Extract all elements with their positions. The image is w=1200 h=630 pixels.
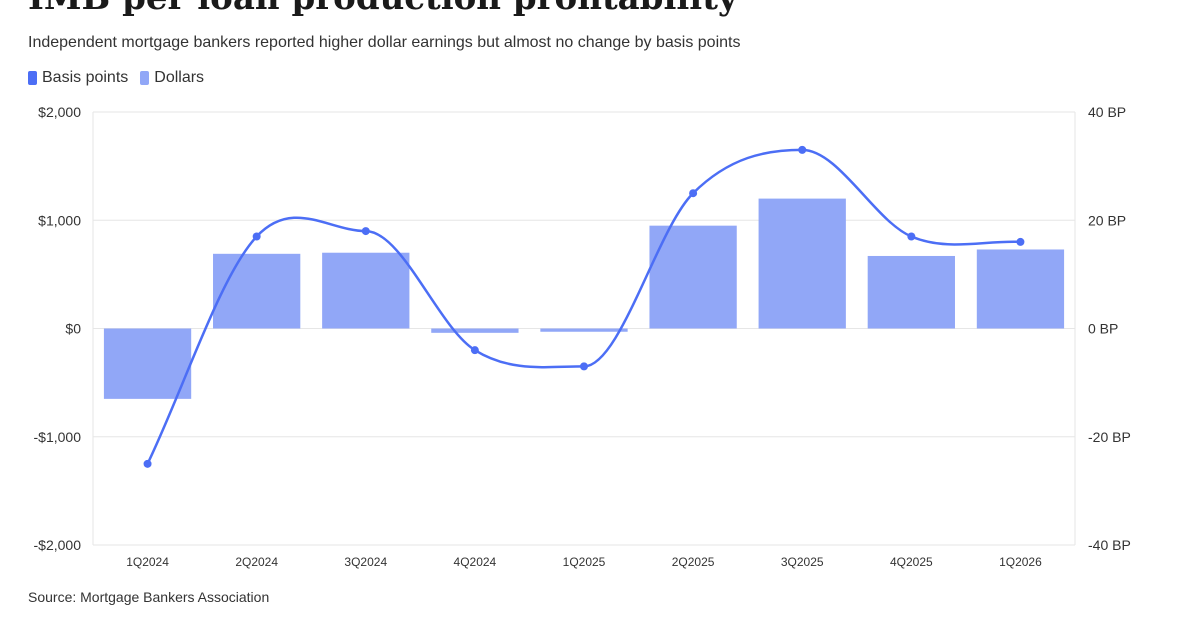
legend-label-dollars: Dollars xyxy=(154,69,205,86)
chart-title: IMB per loan production profitability xyxy=(28,0,738,18)
bar-1q2024 xyxy=(103,328,192,399)
basis-points-point-2q2025 xyxy=(689,189,698,198)
legend-item-basis-points: Basis points xyxy=(28,69,128,87)
x-tick-label: 4Q2024 xyxy=(454,555,497,569)
legend-swatch-dollars xyxy=(140,71,150,85)
left-tick-label: -$1,000 xyxy=(34,429,82,445)
x-tick-label: 1Q2026 xyxy=(999,555,1042,569)
bar-3q2024 xyxy=(322,252,410,329)
x-tick-label: 1Q2025 xyxy=(563,555,606,569)
bar-4q2024 xyxy=(431,328,519,333)
left-tick-label: $0 xyxy=(65,321,81,337)
right-tick-label: -20 BP xyxy=(1088,429,1131,445)
legend: Basis points Dollars xyxy=(28,69,204,87)
basis-points-point-1q2024 xyxy=(143,459,152,468)
legend-item-dollars: Dollars xyxy=(140,69,204,87)
x-tick-label: 1Q2024 xyxy=(126,555,169,569)
right-tick-label: 0 BP xyxy=(1088,321,1118,337)
right-tick-label: -40 BP xyxy=(1088,537,1131,553)
x-tick-label: 3Q2024 xyxy=(344,555,387,569)
source-note: Source: Mortgage Bankers Association xyxy=(28,589,270,605)
bar-1q2025 xyxy=(540,328,628,332)
legend-label-basis-points: Basis points xyxy=(42,69,129,86)
right-tick-label: 20 BP xyxy=(1088,212,1126,228)
x-tick-label: 3Q2025 xyxy=(781,555,824,569)
bar-2q2025 xyxy=(649,225,737,329)
x-tick-label: 4Q2025 xyxy=(890,555,933,569)
bar-2q2024 xyxy=(213,253,301,329)
right-tick-label: 40 BP xyxy=(1088,104,1126,120)
basis-points-point-1q2026 xyxy=(1016,237,1025,246)
left-tick-label: -$2,000 xyxy=(34,537,82,553)
basis-points-point-4q2024 xyxy=(470,346,479,355)
left-tick-label: $1,000 xyxy=(38,212,81,228)
x-tick-label: 2Q2025 xyxy=(672,555,715,569)
basis-points-point-4q2025 xyxy=(907,232,916,241)
legend-swatch-basis-points xyxy=(28,71,37,85)
left-tick-label: $2,000 xyxy=(38,104,81,120)
chart-subtitle: Independent mortgage bankers reported hi… xyxy=(28,34,741,51)
basis-points-point-3q2024 xyxy=(361,227,370,236)
basis-points-point-3q2025 xyxy=(798,145,807,154)
basis-points-point-2q2024 xyxy=(252,232,261,241)
basis-points-point-1q2025 xyxy=(580,362,588,371)
bar-3q2025 xyxy=(758,198,846,329)
x-tick-label: 2Q2024 xyxy=(235,555,278,569)
bar-1q2026 xyxy=(976,249,1065,329)
bar-4q2025 xyxy=(867,255,955,329)
